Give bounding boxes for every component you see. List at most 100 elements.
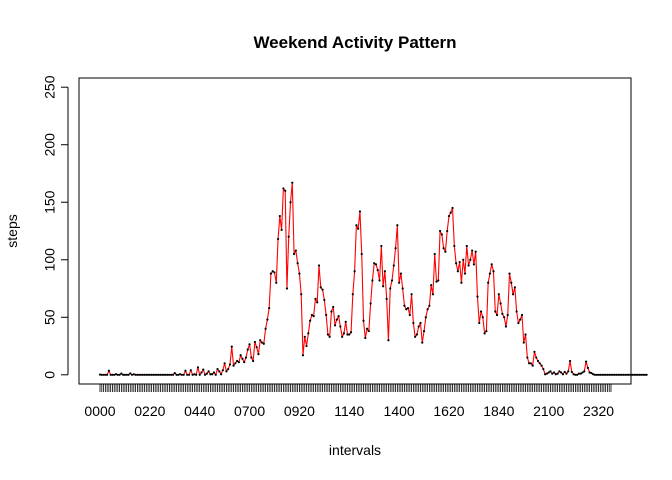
data-point — [300, 293, 303, 296]
data-point — [328, 335, 331, 338]
data-point — [387, 339, 390, 342]
data-point — [383, 270, 386, 273]
data-point — [152, 373, 155, 376]
data-point — [134, 373, 137, 376]
data-point — [159, 373, 162, 376]
data-point — [118, 373, 121, 376]
data-point — [622, 373, 625, 376]
data-point — [641, 373, 645, 376]
data-point — [373, 262, 376, 265]
data-point — [494, 310, 497, 313]
data-point — [209, 373, 212, 376]
x-tick-label: 1840 — [483, 403, 514, 419]
data-point — [353, 270, 356, 273]
data-point — [627, 373, 630, 376]
data-point — [531, 364, 534, 367]
data-point — [362, 319, 365, 322]
data-point — [282, 187, 285, 190]
data-point — [453, 244, 456, 248]
data-point — [405, 308, 408, 311]
data-point — [520, 313, 524, 317]
data-point — [276, 237, 280, 241]
data-point — [186, 373, 189, 376]
series-group — [98, 181, 648, 376]
x-tick-label: 0920 — [284, 403, 315, 419]
data-point — [424, 316, 427, 319]
data-point — [193, 373, 196, 376]
y-tick-label: 250 — [42, 75, 58, 99]
data-point — [412, 321, 415, 325]
data-point — [479, 310, 483, 313]
data-point — [198, 373, 201, 376]
y-tick-label: 150 — [42, 190, 58, 214]
data-point — [517, 321, 520, 325]
data-point — [358, 210, 362, 213]
data-point — [130, 373, 134, 376]
data-point — [232, 364, 235, 367]
data-point — [618, 373, 622, 376]
data-point — [556, 372, 559, 375]
data-point — [634, 373, 638, 376]
data-point — [454, 262, 458, 265]
data-point — [442, 247, 445, 250]
data-point — [469, 258, 472, 261]
data-point — [228, 363, 232, 366]
data-point — [576, 373, 579, 376]
data-point — [166, 373, 169, 376]
data-point — [419, 321, 422, 325]
data-point — [164, 373, 167, 376]
data-point — [145, 373, 148, 376]
data-point — [155, 373, 159, 376]
data-point — [168, 373, 171, 376]
data-point — [606, 373, 609, 376]
data-point — [547, 371, 550, 374]
data-point — [273, 271, 276, 274]
data-point — [294, 249, 297, 252]
x-tick-label: 0220 — [134, 403, 165, 419]
data-point — [558, 370, 561, 373]
data-point — [196, 366, 200, 369]
data-point — [631, 373, 634, 376]
data-point — [195, 373, 198, 376]
data-point — [506, 313, 509, 317]
data-point — [148, 373, 151, 376]
data-point — [291, 181, 294, 184]
data-point — [296, 262, 299, 265]
data-point — [401, 287, 404, 290]
data-point — [615, 373, 618, 376]
data-point — [120, 372, 123, 375]
data-point — [440, 233, 443, 236]
data-point — [577, 372, 581, 375]
data-point — [187, 373, 191, 376]
data-point — [481, 316, 484, 319]
data-point — [515, 310, 518, 313]
data-point — [376, 269, 379, 272]
data-point — [374, 263, 378, 266]
data-point — [472, 263, 476, 266]
data-point — [129, 372, 132, 375]
data-point — [301, 354, 305, 357]
data-point — [316, 301, 319, 304]
data-point — [456, 270, 459, 273]
data-point — [633, 373, 636, 376]
data-point — [451, 206, 454, 210]
data-point — [449, 211, 452, 214]
data-point — [138, 373, 141, 376]
data-point — [355, 224, 358, 227]
data-point — [184, 369, 187, 372]
data-point — [426, 308, 429, 311]
data-point — [255, 346, 258, 349]
data-point — [252, 359, 255, 363]
plot-frame — [78, 77, 632, 385]
data-point — [592, 373, 595, 376]
data-point — [365, 327, 369, 330]
data-point — [342, 332, 346, 335]
data-point — [344, 320, 347, 323]
data-point — [116, 373, 119, 376]
data-point — [613, 373, 616, 376]
data-point — [319, 286, 322, 289]
data-point — [225, 370, 228, 373]
data-point — [519, 318, 522, 321]
data-point — [492, 270, 495, 273]
data-point — [143, 373, 146, 376]
